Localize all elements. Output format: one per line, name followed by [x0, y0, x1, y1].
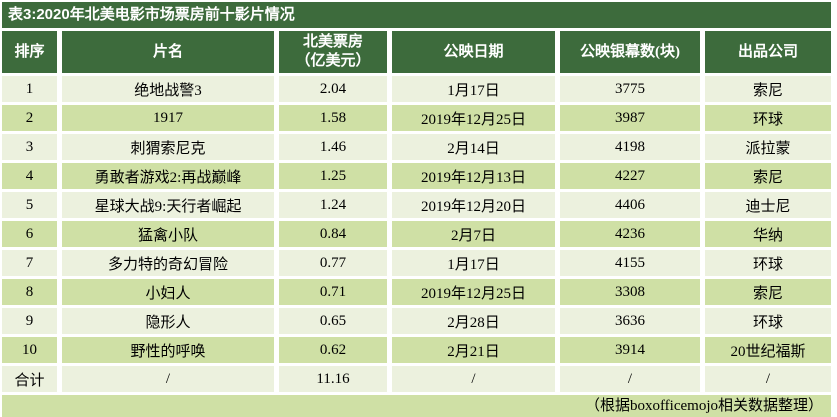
cell-studio: 索尼 [705, 279, 831, 305]
cell-gross: 0.84 [279, 221, 387, 247]
table-row: 10 野性的呼唤 0.62 2月21日 3914 20世纪福斯 [2, 337, 831, 363]
cell-gross: 1.46 [279, 134, 387, 160]
cell-screens: 3914 [560, 337, 700, 363]
header-gross: 北美票房 （亿美元） [279, 31, 387, 73]
cell-film-title: 勇敢者游戏2:再战巅峰 [62, 163, 274, 189]
cell-gross: 1.24 [279, 192, 387, 218]
header-rank: 排序 [2, 31, 57, 73]
cell-studio: 华纳 [705, 221, 831, 247]
header-screens: 公映银幕数(块) [560, 31, 700, 73]
cell-gross: 0.62 [279, 337, 387, 363]
cell-rank: 10 [2, 337, 57, 363]
cell-gross: 1.25 [279, 163, 387, 189]
cell-screens: 3987 [560, 105, 700, 131]
cell-total-gross: 11.16 [279, 366, 387, 392]
cell-release-date: 2019年12月13日 [392, 163, 555, 189]
cell-screens: 4155 [560, 250, 700, 276]
table-row: 3 刺猬索尼克 1.46 2月14日 4198 派拉蒙 [2, 134, 831, 160]
cell-studio: 环球 [705, 308, 831, 334]
cell-screens: 4236 [560, 221, 700, 247]
cell-screens: 4406 [560, 192, 700, 218]
cell-total-date: / [392, 366, 555, 392]
cell-release-date: 2019年12月25日 [392, 105, 555, 131]
cell-screens: 4227 [560, 163, 700, 189]
cell-film-title: 星球大战9:天行者崛起 [62, 192, 274, 218]
cell-studio: 派拉蒙 [705, 134, 831, 160]
cell-release-date: 2月7日 [392, 221, 555, 247]
header-row: 排序 片名 北美票房 （亿美元） 公映日期 公映银幕数(块) 出品公司 [2, 31, 831, 73]
cell-gross: 1.58 [279, 105, 387, 131]
cell-film-title: 多力特的奇幻冒险 [62, 250, 274, 276]
cell-film-title: 小妇人 [62, 279, 274, 305]
cell-gross: 0.71 [279, 279, 387, 305]
cell-release-date: 2月28日 [392, 308, 555, 334]
cell-release-date: 2019年12月25日 [392, 279, 555, 305]
header-film-title: 片名 [62, 31, 274, 73]
cell-rank: 3 [2, 134, 57, 160]
cell-film-title: 野性的呼唤 [62, 337, 274, 363]
cell-screens: 3636 [560, 308, 700, 334]
table-container: 排序 片名 北美票房 （亿美元） 公映日期 公映银幕数(块) 出品公司 1 绝地… [2, 28, 831, 395]
table-row: 7 多力特的奇幻冒险 0.77 1月17日 4155 环球 [2, 250, 831, 276]
cell-gross: 0.65 [279, 308, 387, 334]
cell-screens: 4198 [560, 134, 700, 160]
table-row: 1 绝地战警3 2.04 1月17日 3775 索尼 [2, 76, 831, 102]
table-title: 表3:2020年北美电影市场票房前十影片情况 [2, 2, 831, 28]
table-row: 4 勇敢者游戏2:再战巅峰 1.25 2019年12月13日 4227 索尼 [2, 163, 831, 189]
cell-studio: 环球 [705, 250, 831, 276]
cell-screens: 3775 [560, 76, 700, 102]
cell-gross: 2.04 [279, 76, 387, 102]
cell-release-date: 1月17日 [392, 76, 555, 102]
cell-film-title: 隐形人 [62, 308, 274, 334]
cell-rank: 4 [2, 163, 57, 189]
cell-total-screens: / [560, 366, 700, 392]
table-row: 8 小妇人 0.71 2019年12月25日 3308 索尼 [2, 279, 831, 305]
cell-film-title: 1917 [62, 105, 274, 131]
boxoffice-table: 排序 片名 北美票房 （亿美元） 公映日期 公映银幕数(块) 出品公司 1 绝地… [2, 28, 831, 395]
cell-screens: 3308 [560, 279, 700, 305]
table-row: 6 猛禽小队 0.84 2月7日 4236 华纳 [2, 221, 831, 247]
cell-rank: 6 [2, 221, 57, 247]
header-studio: 出品公司 [705, 31, 831, 73]
cell-studio: 环球 [705, 105, 831, 131]
cell-release-date: 2月21日 [392, 337, 555, 363]
cell-release-date: 1月17日 [392, 250, 555, 276]
cell-total-label: 合计 [2, 366, 57, 392]
cell-gross: 0.77 [279, 250, 387, 276]
cell-studio: 索尼 [705, 76, 831, 102]
cell-studio: 索尼 [705, 163, 831, 189]
cell-release-date: 2月14日 [392, 134, 555, 160]
cell-rank: 2 [2, 105, 57, 131]
header-release-date: 公映日期 [392, 31, 555, 73]
table-row: 9 隐形人 0.65 2月28日 3636 环球 [2, 308, 831, 334]
cell-rank: 7 [2, 250, 57, 276]
table-row: 5 星球大战9:天行者崛起 1.24 2019年12月20日 4406 迪士尼 [2, 192, 831, 218]
header-gross-line1: 北美票房 [302, 34, 363, 51]
cell-rank: 5 [2, 192, 57, 218]
cell-total-title: / [62, 366, 274, 392]
cell-rank: 1 [2, 76, 57, 102]
cell-rank: 8 [2, 279, 57, 305]
cell-studio: 20世纪福斯 [705, 337, 831, 363]
cell-film-title: 绝地战警3 [62, 76, 274, 102]
cell-release-date: 2019年12月20日 [392, 192, 555, 218]
cell-total-studio: / [705, 366, 831, 392]
table-row: 2 1917 1.58 2019年12月25日 3987 环球 [2, 105, 831, 131]
header-gross-line2: （亿美元） [295, 53, 371, 69]
source-note: （根据boxofficemojo相关数据整理） [2, 395, 831, 417]
cell-rank: 9 [2, 308, 57, 334]
cell-film-title: 刺猬索尼克 [62, 134, 274, 160]
cell-film-title: 猛禽小队 [62, 221, 274, 247]
cell-studio: 迪士尼 [705, 192, 831, 218]
total-row: 合计 / 11.16 / / / [2, 366, 831, 392]
